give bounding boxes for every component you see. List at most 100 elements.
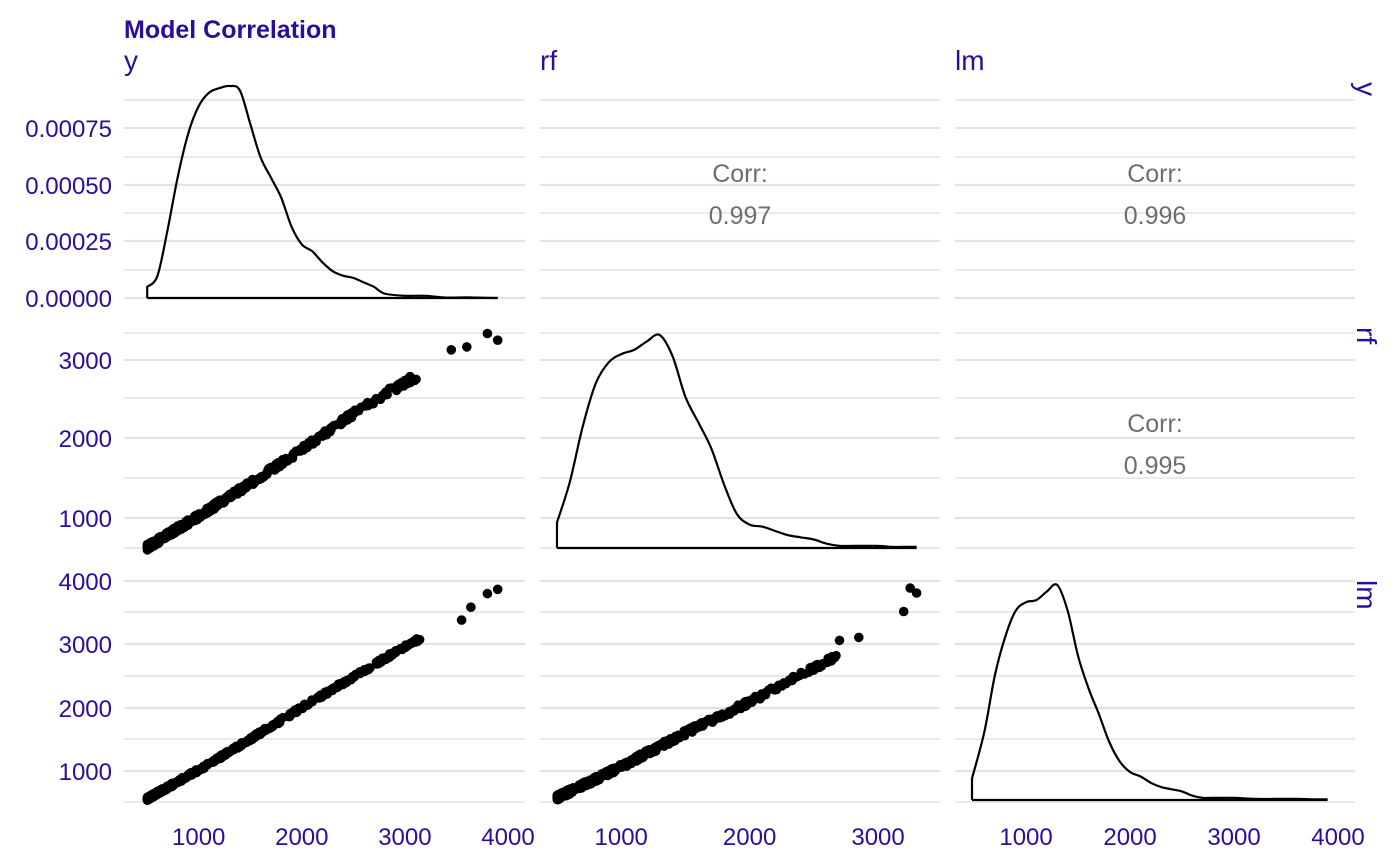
row-strip-label-lm: lm	[1351, 580, 1382, 610]
density-curve-lm	[970, 583, 1328, 801]
scatter-point-rf-lm	[704, 716, 715, 726]
density-curve-rf	[555, 333, 917, 549]
scatter-point-y-rf	[290, 448, 300, 458]
scatter-point-y-lm	[415, 635, 425, 645]
x-tick-label-rf: 2000	[723, 824, 776, 851]
scatter-point-y-lm	[381, 654, 391, 665]
x-tick-label-lm: 2000	[1103, 824, 1156, 851]
scatter-point-y-lm	[396, 643, 406, 654]
scatter-point-rf-lm	[834, 635, 845, 646]
y-tick-label-lm: 1000	[59, 759, 112, 786]
scatter-point-rf-lm	[609, 767, 619, 777]
scatter-point-y-rf	[338, 415, 348, 425]
scatter-point-rf-lm	[629, 756, 639, 767]
row-strip-label-y: y	[1351, 82, 1382, 96]
scatter-point-y-lm	[492, 584, 503, 595]
scatter-point-y-rf	[384, 383, 395, 394]
x-tick-label-y: 2000	[275, 824, 328, 851]
scatter-point-rf-lm	[748, 694, 758, 704]
scatter-point-y-lm	[191, 767, 201, 777]
scatter-point-rf-lm	[815, 661, 825, 671]
scatter-point-y-rf	[142, 542, 152, 552]
scatter-point-y-lm	[213, 753, 224, 763]
scatter-point-y-lm	[294, 705, 304, 715]
row-strip-label-rf: rf	[1351, 327, 1382, 344]
scatter-point-y-lm	[151, 790, 161, 800]
scatter-point-y-rf	[156, 531, 166, 541]
scatter-point-y-rf	[258, 472, 268, 482]
y-tick-label-rf: 1000	[59, 506, 112, 533]
scatter-point-rf-lm	[796, 667, 806, 677]
scatter-point-rf-lm	[911, 588, 922, 598]
label-layer: 0.00000 0.00025 0.00050 0.00075 1000 2000 3000…	[25, 45, 1382, 851]
scatter-point-rf-lm	[641, 746, 651, 756]
x-tick-label-y: 1000	[172, 824, 225, 851]
y-tick-label-density: 0.00025	[25, 229, 112, 256]
scatter-point-y-rf	[271, 464, 281, 474]
x-tick-label-lm: 4000	[1311, 824, 1364, 851]
scatter-point-rf-lm	[728, 705, 738, 716]
scatter-point-y-rf	[313, 432, 323, 442]
scatter-point-y-lm	[347, 672, 357, 682]
y-tick-label-density: 0.00075	[25, 116, 112, 143]
x-tick-label-rf: 1000	[595, 824, 648, 851]
scatter-point-y-lm	[237, 741, 247, 751]
scatter-point-rf-lm	[717, 709, 727, 719]
scatter-point-y-rf	[328, 421, 338, 431]
scatter-point-rf-lm	[783, 676, 794, 687]
y-tick-label-lm: 2000	[59, 696, 112, 723]
scatter-point-y-lm	[327, 684, 337, 694]
scatter-point-rf-lm	[575, 782, 586, 792]
scatter-point-rf-lm	[827, 651, 837, 662]
scatter-point-rf-lm	[559, 788, 569, 798]
scatter-point-y-rf	[300, 442, 310, 452]
grid-layer	[124, 99, 1355, 803]
scatter-point-y-rf	[226, 493, 236, 503]
y-tick-label-rf: 2000	[59, 426, 112, 453]
x-tick-label-rf: 3000	[851, 824, 904, 851]
scatter-point-y-lm	[456, 615, 467, 625]
mark-layer	[142, 84, 1328, 806]
scatter-point-y-rf	[191, 511, 201, 521]
column-strip-label-rf: rf	[540, 45, 557, 76]
scatter-point-y-rf	[405, 371, 415, 382]
chart-title: Model Correlation	[124, 16, 337, 44]
corr-value-y-lm: 0.996	[1124, 202, 1187, 230]
x-tick-label-y: 4000	[481, 824, 534, 851]
scatter-point-y-rf	[202, 508, 212, 518]
scatter-point-y-rf	[393, 379, 403, 389]
column-strip-label-y: y	[124, 45, 138, 76]
scatter-point-rf-lm	[622, 761, 632, 771]
corr-value-y-rf: 0.997	[709, 202, 772, 230]
density-curve-y	[146, 84, 498, 300]
scatter-point-rf-lm	[652, 744, 662, 754]
scatter-point-y-rf	[446, 345, 457, 355]
scatter-point-rf-lm	[698, 721, 708, 731]
scatter-point-y-lm	[308, 695, 318, 705]
scatter-point-y-lm	[144, 794, 154, 804]
x-tick-label-lm: 1000	[999, 824, 1052, 851]
scatter-point-rf-lm	[568, 783, 579, 794]
scatter-point-rf-lm	[803, 667, 814, 678]
scatter-point-y-rf	[346, 408, 356, 418]
scatter-point-y-rf	[242, 478, 252, 488]
scatter-point-y-rf	[482, 328, 493, 339]
corr-label-y-lm: Corr:	[1127, 160, 1183, 188]
scatter-point-y-lm	[167, 779, 177, 789]
scatter-point-y-rf	[376, 393, 386, 403]
scatter-point-rf-lm	[898, 606, 909, 617]
scatter-point-y-lm	[316, 692, 326, 702]
scatter-point-y-lm	[275, 714, 286, 724]
scatter-point-y-rf	[283, 456, 293, 466]
scatter-point-y-lm	[254, 728, 264, 738]
y-tick-label-density: 0.00050	[25, 173, 112, 200]
corr-value-rf-lm: 0.995	[1124, 452, 1187, 480]
y-tick-label-lm: 4000	[59, 569, 112, 596]
scatter-point-y-rf	[360, 401, 370, 411]
x-tick-label-y: 3000	[378, 824, 431, 851]
scatter-point-y-rf	[462, 342, 472, 352]
scatter-point-rf-lm	[688, 723, 698, 733]
scatter-point-y-lm	[482, 588, 493, 599]
y-tick-label-lm: 3000	[59, 632, 112, 659]
scatter-point-y-rf	[162, 528, 172, 538]
